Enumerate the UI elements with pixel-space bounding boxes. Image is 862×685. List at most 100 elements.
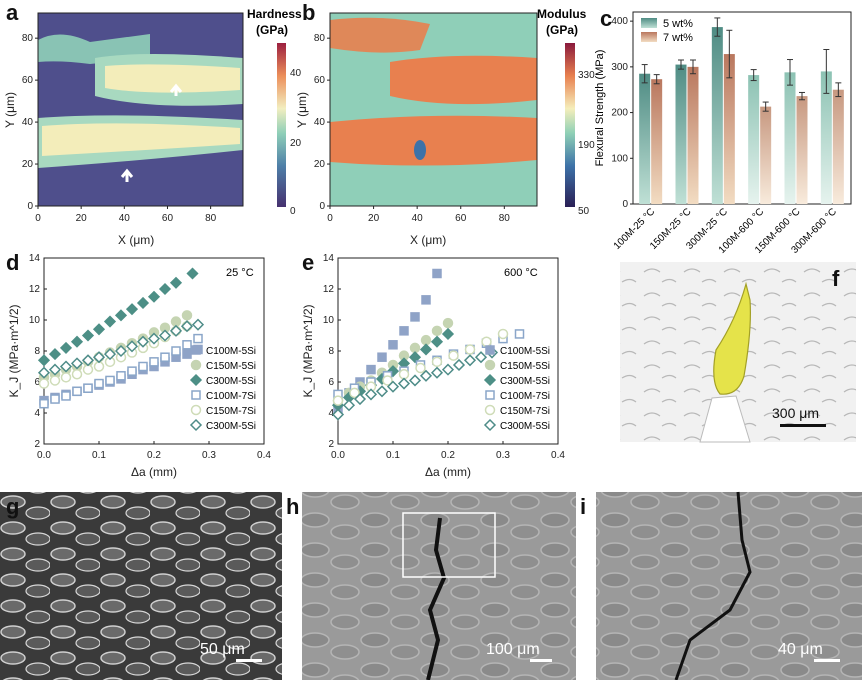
- legend-swatch: [641, 32, 657, 42]
- y-tick-label: 10: [323, 315, 335, 326]
- marker-circle: [49, 375, 61, 386]
- panel-g: g 50 μm: [0, 492, 282, 680]
- marker-diamond: [180, 320, 194, 333]
- marker-diamond: [70, 357, 84, 370]
- legend-label: C300M-5Si: [206, 421, 256, 432]
- marker-diamond: [114, 309, 128, 322]
- x-tick-label: 40: [119, 213, 131, 224]
- y-tick-label: 80: [314, 33, 326, 44]
- y-tick-label: 20: [22, 159, 34, 170]
- marker-diamond: [342, 399, 356, 412]
- marker-diamond: [430, 366, 444, 379]
- cbar-tick: 50: [578, 206, 590, 217]
- panel-label-f: f: [832, 266, 840, 291]
- panel-label-h: h: [286, 494, 299, 519]
- marker-diamond: [474, 351, 488, 364]
- scatter-chart-e: 0.0 0.1 0.2 0.3 0.4 2 4 6 8 10 12 14 Δa (mm) K_J (MPa…: [301, 253, 565, 479]
- marker-square: [116, 371, 126, 381]
- marker-diamond: [186, 267, 199, 280]
- bar: [748, 75, 760, 204]
- sem-image-g: [0, 492, 282, 680]
- temperature-label: 600 °C: [504, 267, 538, 279]
- marker-square: [410, 312, 420, 322]
- scatter-chart-d: 0.0 0.1 0.2 0.3 0.4 2 4 6 8 10 12 14 Δa (mm) K_J (MPa…: [7, 253, 271, 479]
- bar: [760, 106, 772, 204]
- y-tick-label: 0: [622, 199, 628, 210]
- mod-band-2: [390, 55, 537, 105]
- marker-square: [171, 346, 181, 356]
- marker-diamond: [158, 282, 172, 296]
- panel-i: i 40 μm: [580, 491, 862, 681]
- marker-circle: [431, 356, 443, 368]
- bar: [639, 73, 651, 204]
- y-tick-label: 4: [328, 408, 334, 419]
- x-tick-label: 0.2: [441, 450, 455, 461]
- notch: [699, 395, 751, 443]
- x-axis-label: Δa (mm): [425, 465, 471, 479]
- marker-circle: [481, 336, 492, 347]
- legend-label: C100M-5Si: [500, 346, 550, 357]
- marker-square: [485, 390, 495, 400]
- bar: [723, 54, 735, 204]
- marker-square: [366, 364, 376, 375]
- y-tick-label: 300: [611, 62, 628, 73]
- bar: [832, 89, 844, 204]
- panel-h: h 100 μm: [286, 492, 576, 681]
- marker-circle: [484, 359, 496, 371]
- marker-circle: [409, 342, 421, 354]
- marker-diamond: [441, 327, 455, 341]
- marker-square: [377, 352, 387, 362]
- y-tick-label: 60: [314, 75, 326, 86]
- marker-diamond: [158, 329, 172, 342]
- y-axis-label: Y (μm): [295, 92, 309, 128]
- y-tick-label: 6: [34, 377, 40, 388]
- y-tick-label: 14: [323, 253, 335, 264]
- panel-a: a Hardness (GPa) 40 20 0 0 20 40 60 80 80 60 40…: [3, 0, 302, 247]
- marker-diamond: [452, 358, 466, 372]
- marker-square: [191, 345, 201, 355]
- marker-diamond: [92, 351, 106, 364]
- marker-diamond: [81, 329, 95, 342]
- bar: [784, 72, 796, 204]
- marker-diamond: [114, 344, 128, 358]
- scale-bar: [530, 659, 552, 662]
- bar: [711, 27, 723, 205]
- marker-circle: [415, 362, 426, 374]
- hard-band-3-core: [42, 123, 240, 156]
- marker-square: [193, 333, 203, 344]
- y-tick-label: 2: [34, 439, 40, 450]
- cbar-tick: 20: [290, 138, 302, 149]
- marker-circle: [181, 310, 193, 321]
- marker-diamond: [37, 354, 51, 367]
- legend-label: 7 wt%: [663, 32, 693, 44]
- marker-diamond: [375, 385, 389, 398]
- marker-square: [127, 366, 137, 376]
- x-axis-label: X (μm): [410, 233, 446, 247]
- x-tick-label: 20: [368, 213, 380, 224]
- marker-circle: [190, 404, 202, 416]
- y-tick-label: 0: [27, 201, 33, 212]
- marker-diamond: [59, 341, 73, 354]
- y-axis-label: K_J (MPa·m^1/2): [301, 305, 315, 398]
- y-tick-label: 12: [323, 284, 335, 295]
- cbar-tick: 0: [290, 206, 296, 217]
- arrow-icon: [120, 168, 134, 182]
- plot-frame: [632, 11, 852, 205]
- marker-square: [50, 394, 60, 404]
- x-tick-label: 0.1: [386, 450, 400, 461]
- marker-circle: [420, 334, 432, 346]
- y-tick-label: 100: [611, 153, 628, 164]
- scale-label: 300 μm: [772, 405, 819, 421]
- legend-label: C300M-5Si: [500, 421, 550, 432]
- y-tick-label: 4: [34, 408, 40, 419]
- marker-diamond: [48, 363, 62, 376]
- marker-square: [182, 340, 192, 350]
- crack-path: [426, 517, 447, 681]
- marker-diamond: [189, 418, 203, 432]
- y-tick-label: 8: [34, 346, 40, 357]
- marker-square: [399, 326, 409, 336]
- marker-square: [61, 391, 71, 401]
- y-tick-label: 40: [314, 117, 326, 128]
- marker-diamond: [483, 373, 497, 387]
- hardness-colorbar: [277, 43, 286, 207]
